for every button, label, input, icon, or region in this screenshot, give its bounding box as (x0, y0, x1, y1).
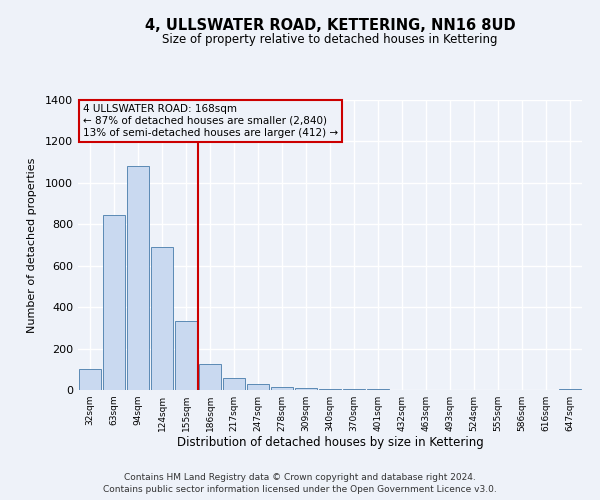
Bar (319, 389, 341, 390)
Bar (199, 364, 221, 390)
Text: Distribution of detached houses by size in Kettering: Distribution of detached houses by size … (176, 436, 484, 449)
Y-axis label: Number of detached properties: Number of detached properties (26, 158, 37, 332)
Bar (223, 378, 245, 390)
Text: 4, ULLSWATER ROAD, KETTERING, NN16 8UD: 4, ULLSWATER ROAD, KETTERING, NN16 8UD (145, 18, 515, 32)
Text: 4 ULLSWATER ROAD: 168sqm
← 87% of detached houses are smaller (2,840)
13% of sem: 4 ULLSWATER ROAD: 168sqm ← 87% of detach… (83, 104, 338, 138)
Bar (151, 247, 173, 390)
Bar (271, 387, 293, 390)
Bar (127, 166, 149, 390)
Bar (559, 389, 581, 390)
Bar (103, 215, 125, 390)
Text: Size of property relative to detached houses in Kettering: Size of property relative to detached ho… (162, 32, 498, 46)
Bar (343, 389, 365, 390)
Bar (79, 370, 101, 390)
Bar (175, 320, 197, 390)
Text: Contains HM Land Registry data © Crown copyright and database right 2024.: Contains HM Land Registry data © Crown c… (124, 473, 476, 482)
Text: Contains public sector information licensed under the Open Government Licence v3: Contains public sector information licen… (103, 486, 497, 494)
Bar (247, 384, 269, 390)
Bar (295, 388, 317, 390)
